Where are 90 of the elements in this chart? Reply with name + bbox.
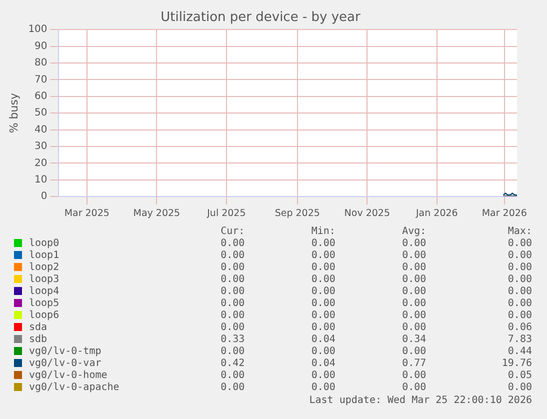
y-tick-label: 10	[34, 174, 48, 186]
text: Last update: Wed Mar 25 22:00:10 2026	[308, 394, 533, 407]
text: 0.00	[310, 382, 336, 394]
text: 0.00	[220, 250, 246, 262]
x-tick-label: Jan 2026	[415, 208, 458, 219]
text: 0.06	[506, 322, 533, 334]
legend-label: loop2	[29, 262, 60, 273]
text: 0.00	[401, 250, 428, 262]
text: 0.00	[401, 298, 428, 310]
text: 0.44	[506, 346, 533, 358]
text: 0.00	[310, 310, 336, 322]
legend-label: vg0/lv-0-home	[29, 370, 108, 381]
chart-title: Utilization per device - by year	[160, 10, 362, 26]
y-tick-label: 30	[34, 141, 48, 152]
x-tick-label: Nov 2025	[344, 208, 390, 219]
text: 0.00	[506, 310, 533, 322]
x-tick-label: Mar 2025	[64, 208, 110, 219]
text: 0.00	[220, 274, 246, 286]
text: 0.00	[401, 346, 428, 358]
text: 0.00	[310, 286, 336, 298]
text: 0.00	[401, 322, 428, 334]
legend-label: loop5	[29, 298, 60, 309]
text: 0.33	[220, 334, 246, 346]
text: 0.00	[506, 286, 533, 298]
legend-label: loop1	[29, 250, 60, 261]
text: 0.00	[310, 274, 336, 286]
text: 0.00	[401, 382, 428, 394]
text: 0.00	[506, 238, 533, 250]
legend-label: vg0/lv-0-apache	[29, 382, 120, 393]
text: 0.42	[220, 358, 246, 370]
y-tick-label: 60	[34, 90, 48, 102]
text: 0.00	[310, 262, 336, 274]
text: 0.77	[401, 358, 428, 370]
x-tick-label: Jul 2025	[206, 208, 246, 219]
legend-label: loop0	[29, 238, 60, 249]
legend-label: vg0/lv-0-var	[29, 358, 102, 369]
text: 0.00	[220, 238, 246, 250]
text: 0.00	[310, 250, 336, 262]
text: 0.00	[310, 322, 336, 334]
x-tick-label: Sep 2025	[274, 208, 320, 219]
text: 0.00	[310, 346, 336, 358]
text: 0.00	[220, 310, 246, 322]
text: 0.00	[310, 238, 336, 250]
legend-label: loop4	[29, 286, 60, 297]
text: 0.00	[220, 382, 246, 394]
text: 7.83	[506, 334, 533, 346]
y-tick-label: 90	[34, 40, 48, 52]
text: 0.34	[401, 334, 428, 346]
y-tick-label: 20	[34, 158, 48, 169]
y-tick-label: 80	[34, 58, 48, 69]
legend-label: loop6	[29, 310, 60, 321]
text: Avg:	[401, 226, 428, 238]
text: 0.00	[506, 262, 533, 274]
y-tick-label: 70	[34, 74, 48, 86]
text: 0.00	[310, 298, 336, 310]
text: 0.05	[506, 370, 533, 382]
y-tick-label: 50	[34, 108, 48, 119]
y-tick-label: 0	[40, 191, 48, 202]
text: 0.00	[401, 370, 428, 382]
text: Min:	[310, 226, 336, 238]
legend-label: sdb	[29, 334, 48, 345]
text: 0.00	[220, 346, 246, 358]
text: 0.00	[220, 322, 246, 334]
y-tick-label: 100	[28, 24, 48, 36]
x-tick-label: May 2025	[133, 208, 180, 219]
text: 0.04	[310, 334, 336, 346]
text: 0.00	[506, 382, 533, 394]
y-tick-label: 40	[34, 124, 48, 136]
text: 0.00	[506, 250, 533, 262]
legend-label: vg0/lv-0-tmp	[29, 346, 102, 357]
y-axis-title: % busy	[7, 92, 20, 134]
legend-label: sda	[29, 322, 48, 333]
legend-label: loop3	[29, 274, 60, 285]
text: 0.00	[220, 286, 246, 298]
text: Cur:	[220, 226, 246, 238]
text: 0.04	[310, 358, 336, 370]
text: 0.00	[506, 274, 533, 286]
text: 0.00	[401, 262, 428, 274]
text: 19.76	[500, 358, 533, 370]
text: 0.00	[401, 286, 428, 298]
text: 0.00	[401, 310, 428, 322]
text: 0.00	[220, 370, 246, 382]
text: 0.00	[220, 298, 246, 310]
x-tick-label: Mar 2026	[482, 208, 527, 219]
text: 0.00	[401, 238, 428, 250]
text: Max:	[506, 226, 533, 238]
text: 0.00	[401, 274, 428, 286]
text: 0.00	[220, 262, 246, 274]
text: 0.00	[506, 298, 533, 310]
text: 0.00	[310, 370, 336, 382]
